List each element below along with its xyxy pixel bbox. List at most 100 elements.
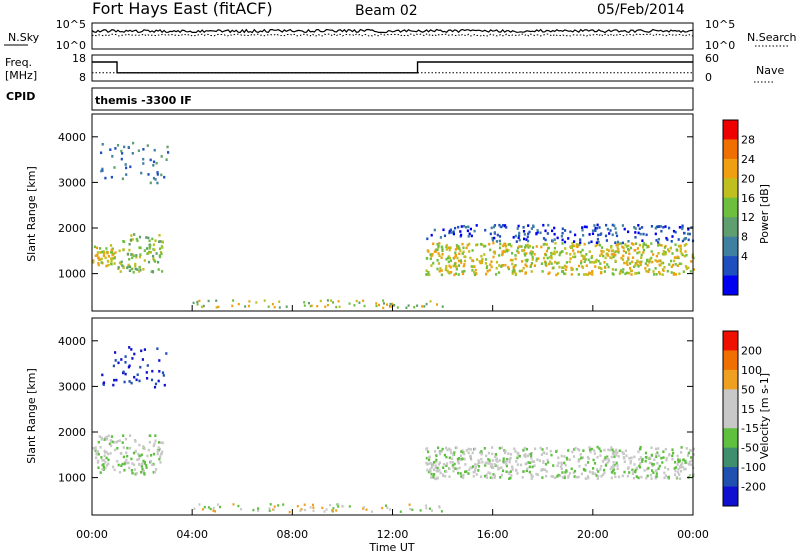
velocity-cell [121, 441, 124, 444]
velocity-cell [105, 451, 108, 454]
velocity-cell [108, 442, 111, 446]
power-cell [448, 264, 451, 268]
power-cell [553, 238, 556, 241]
power-cell [609, 229, 612, 232]
power-cell [614, 241, 617, 244]
power-cell [640, 256, 643, 259]
power-cell [530, 227, 533, 230]
velocity-cell [134, 450, 137, 454]
power-cell [492, 255, 495, 259]
velocity-colorbar-swatch [723, 408, 738, 429]
power-cell [192, 301, 195, 305]
velocity-cell [142, 459, 145, 463]
velocity-cell [688, 460, 691, 464]
power-cell [517, 236, 520, 239]
velocity-cell [483, 447, 486, 450]
velocity-cell [651, 469, 654, 472]
velocity-cell [97, 466, 100, 469]
power-cell [522, 226, 525, 229]
velocity-cell [103, 454, 106, 457]
velocity-cell [118, 471, 122, 474]
power-cell [555, 250, 559, 254]
power-cell [634, 242, 638, 245]
power-cell [308, 301, 310, 305]
power-cell [324, 305, 327, 308]
power-cell [465, 225, 468, 229]
power-cell [156, 171, 159, 174]
power-cell [92, 259, 95, 262]
velocity-cell [95, 456, 98, 460]
power-cell [155, 161, 158, 165]
nave-tick-top: 60 [705, 52, 719, 65]
velocity-cell [159, 455, 162, 459]
velocity-cell [662, 456, 665, 459]
velocity-cell [498, 459, 501, 462]
power-cell [641, 239, 644, 242]
power-cell [586, 273, 589, 276]
velocity-cell [481, 460, 484, 464]
velocity-cell [583, 468, 586, 472]
power-cell [138, 235, 142, 239]
power-cell [110, 257, 113, 260]
power-cell [581, 266, 585, 269]
velocity-cell [434, 477, 437, 481]
velocity-cell [515, 468, 518, 472]
power-cell [517, 246, 520, 250]
velocity-cell [631, 468, 634, 472]
power-cell [105, 247, 108, 250]
velocity-cell [434, 460, 437, 464]
velocity-cell [104, 451, 107, 454]
velocity-cell [641, 460, 644, 463]
velocity-cell [207, 506, 210, 509]
velocity-cell [123, 468, 126, 472]
velocity-colorbar-tick-label: 100 [741, 364, 762, 377]
power-cell [670, 271, 673, 274]
power-cell [507, 267, 510, 271]
power-cell [457, 264, 461, 267]
power-cell [575, 243, 578, 246]
freq-series-line [92, 61, 693, 74]
power-cell [634, 236, 637, 239]
velocity-cell [232, 503, 235, 506]
velocity-cell [465, 470, 468, 473]
velocity-colorbar-swatch [723, 447, 738, 468]
velocity-cell [209, 507, 212, 511]
power-cell [461, 270, 464, 273]
velocity-cell [589, 450, 592, 454]
velocity-cell [431, 509, 433, 512]
velocity-cell [441, 447, 444, 451]
power-cell [638, 250, 641, 254]
power-cell [147, 173, 150, 176]
velocity-cell [644, 459, 647, 463]
velocity-cell [102, 468, 105, 471]
velocity-cell [126, 454, 129, 458]
velocity-cell [130, 381, 133, 385]
velocity-cell [649, 456, 652, 460]
power-cell [673, 256, 676, 259]
velocity-cell [496, 464, 499, 468]
power-ytick-label: 4000 [58, 131, 86, 144]
velocity-cell [530, 454, 533, 458]
power-cell [615, 231, 618, 235]
velocity-cell [112, 383, 115, 387]
power-cell [128, 269, 131, 272]
velocity-colorbar-label: Velocity [m s-1] [758, 373, 771, 459]
power-cell [128, 265, 132, 268]
velocity-cell [452, 453, 455, 457]
power-cell [530, 262, 533, 265]
power-cell [594, 226, 597, 230]
power-cell [616, 240, 620, 244]
power-cell [594, 260, 597, 264]
power-cell [489, 232, 492, 236]
velocity-cell [432, 475, 435, 478]
velocity-cell [616, 464, 619, 467]
cpid-label: CPID [6, 90, 35, 103]
velocity-cell [128, 380, 131, 383]
velocity-cell [462, 476, 465, 480]
power-cell [683, 244, 686, 247]
velocity-cell [133, 463, 136, 467]
power-cell [493, 252, 496, 255]
velocity-cell [122, 434, 125, 437]
velocity-cell [426, 463, 429, 466]
velocity-cell [143, 472, 146, 475]
